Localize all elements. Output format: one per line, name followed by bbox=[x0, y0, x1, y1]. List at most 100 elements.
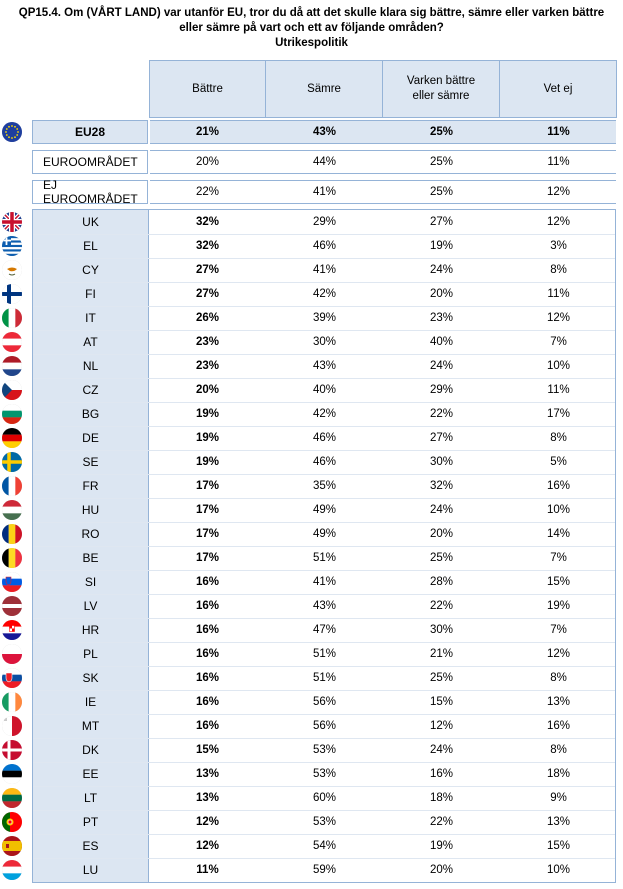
value-cell: 15% bbox=[546, 840, 571, 852]
value-cell: 54% bbox=[312, 840, 337, 852]
country-row: DK 15% 53% 24% 8% bbox=[0, 738, 623, 762]
value-cell: 20% bbox=[195, 156, 220, 168]
value-cell: 24% bbox=[429, 360, 454, 372]
country-row: BE 17% 51% 25% 7% bbox=[0, 546, 623, 570]
value-cell: 44% bbox=[312, 156, 337, 168]
ee-flag-icon bbox=[2, 764, 22, 784]
country-label: PL bbox=[33, 642, 149, 666]
value-cell: 18% bbox=[546, 768, 571, 780]
pl-flag-icon bbox=[2, 644, 22, 664]
value-cell: 26% bbox=[195, 312, 220, 324]
country-row: SI 16% 41% 28% 15% bbox=[0, 570, 623, 594]
value-cell: 21% bbox=[195, 126, 220, 138]
row-divider bbox=[33, 474, 615, 475]
value-cell: 12% bbox=[546, 648, 571, 660]
row-divider bbox=[33, 738, 615, 739]
value-cell: 51% bbox=[312, 552, 337, 564]
value-cell: 8% bbox=[550, 744, 567, 756]
cy-flag-icon bbox=[2, 260, 22, 280]
row-divider bbox=[33, 858, 615, 859]
row-data-area bbox=[150, 120, 616, 144]
value-cell: 12% bbox=[195, 840, 220, 852]
hr-flag-icon bbox=[2, 620, 22, 640]
row-divider bbox=[33, 354, 615, 355]
value-cell: 41% bbox=[312, 576, 337, 588]
country-label: LU bbox=[33, 858, 149, 882]
value-cell: 42% bbox=[312, 288, 337, 300]
value-cell: 21% bbox=[429, 648, 454, 660]
title-line-3: Utrikespolitik bbox=[275, 37, 348, 49]
row-divider bbox=[33, 234, 615, 235]
value-cell: 15% bbox=[429, 696, 454, 708]
country-label: CZ bbox=[33, 378, 149, 402]
value-cell: 20% bbox=[195, 384, 220, 396]
value-cell: 32% bbox=[195, 240, 220, 252]
row-divider bbox=[33, 522, 615, 523]
country-label: LV bbox=[33, 594, 149, 618]
country-row: CZ 20% 40% 29% 11% bbox=[0, 378, 623, 402]
value-cell: 12% bbox=[546, 216, 571, 228]
de-flag-icon bbox=[2, 428, 22, 448]
row-divider bbox=[33, 450, 615, 451]
country-row: HR 16% 47% 30% 7% bbox=[0, 618, 623, 642]
country-label: BE bbox=[33, 546, 149, 570]
nl-flag-icon bbox=[2, 356, 22, 376]
row-divider bbox=[33, 378, 615, 379]
cz-flag-icon bbox=[2, 380, 22, 400]
row-data-area bbox=[150, 180, 616, 204]
country-row: LT 13% 60% 18% 9% bbox=[0, 786, 623, 810]
country-label: CY bbox=[33, 258, 149, 282]
country-row: RO 17% 49% 20% 14% bbox=[0, 522, 623, 546]
value-cell: 29% bbox=[429, 384, 454, 396]
row-data-area bbox=[150, 150, 616, 174]
country-band-frame bbox=[32, 209, 616, 883]
value-cell: 51% bbox=[312, 648, 337, 660]
value-cell: 41% bbox=[312, 186, 337, 198]
row-divider bbox=[33, 594, 615, 595]
it-flag-icon bbox=[2, 308, 22, 328]
row-divider bbox=[33, 690, 615, 691]
country-label: RO bbox=[33, 522, 149, 546]
value-cell: 46% bbox=[312, 432, 337, 444]
value-cell: 17% bbox=[195, 528, 220, 540]
value-cell: 19% bbox=[429, 840, 454, 852]
value-cell: 7% bbox=[550, 624, 567, 636]
country-row: SK 16% 51% 25% 8% bbox=[0, 666, 623, 690]
dk-flag-icon bbox=[2, 740, 22, 760]
value-cell: 17% bbox=[195, 480, 220, 492]
fi-flag-icon bbox=[2, 284, 22, 304]
row-divider bbox=[33, 834, 615, 835]
country-row: UK 32% 29% 27% 12% bbox=[0, 210, 623, 234]
value-cell: 11% bbox=[547, 126, 570, 138]
row-divider bbox=[33, 810, 615, 811]
value-cell: 19% bbox=[195, 432, 220, 444]
at-flag-icon bbox=[2, 332, 22, 352]
value-cell: 27% bbox=[429, 216, 454, 228]
country-row: SE 19% 46% 30% 5% bbox=[0, 450, 623, 474]
row-divider bbox=[33, 570, 615, 571]
country-label: IT bbox=[33, 306, 149, 330]
country-label: UK bbox=[33, 210, 149, 234]
row-divider bbox=[33, 330, 615, 331]
country-row: HU 17% 49% 24% 10% bbox=[0, 498, 623, 522]
value-cell: 16% bbox=[195, 720, 220, 732]
summary-row: EJ EUROOMRÅDET 22% 41% 25% 12% bbox=[0, 178, 623, 206]
value-cell: 28% bbox=[429, 576, 454, 588]
country-row: CY 27% 41% 24% 8% bbox=[0, 258, 623, 282]
value-cell: 47% bbox=[312, 624, 337, 636]
country-label: SE bbox=[33, 450, 149, 474]
value-cell: 16% bbox=[195, 648, 220, 660]
value-cell: 24% bbox=[429, 264, 454, 276]
value-cell: 20% bbox=[429, 528, 454, 540]
value-cell: 24% bbox=[429, 504, 454, 516]
be-flag-icon bbox=[2, 548, 22, 568]
value-cell: 12% bbox=[546, 186, 571, 198]
country-label: FI bbox=[33, 282, 149, 306]
sk-flag-icon bbox=[2, 668, 22, 688]
value-cell: 39% bbox=[312, 312, 337, 324]
value-cell: 27% bbox=[429, 432, 454, 444]
value-cell: 11% bbox=[547, 156, 570, 168]
value-cell: 27% bbox=[195, 264, 220, 276]
ro-flag-icon bbox=[2, 524, 22, 544]
country-row: BG 19% 42% 22% 17% bbox=[0, 402, 623, 426]
